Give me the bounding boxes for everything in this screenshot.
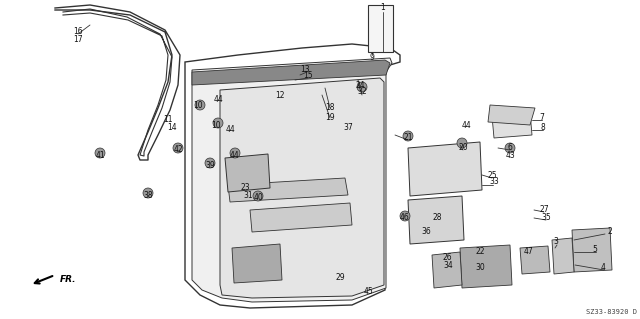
Polygon shape <box>520 246 550 274</box>
Text: 2: 2 <box>607 227 612 236</box>
Circle shape <box>143 188 153 198</box>
Text: 38: 38 <box>143 190 153 199</box>
Text: 16: 16 <box>73 27 83 36</box>
Text: 41: 41 <box>95 151 105 160</box>
Text: 10: 10 <box>193 101 203 110</box>
Circle shape <box>205 158 215 168</box>
Polygon shape <box>408 196 464 244</box>
Text: SZ33-83920 D: SZ33-83920 D <box>586 309 637 315</box>
Circle shape <box>173 143 183 153</box>
Text: 36: 36 <box>421 227 431 236</box>
Polygon shape <box>225 154 270 192</box>
Polygon shape <box>192 60 390 85</box>
Text: 1: 1 <box>381 4 385 12</box>
Circle shape <box>357 82 367 92</box>
Text: 3: 3 <box>554 238 559 247</box>
Text: 37: 37 <box>343 123 353 132</box>
Text: 43: 43 <box>505 151 515 160</box>
Polygon shape <box>220 78 384 298</box>
Polygon shape <box>250 203 352 232</box>
Text: 21: 21 <box>403 133 413 143</box>
Text: 17: 17 <box>73 35 83 44</box>
Text: 39: 39 <box>205 160 215 169</box>
Text: 23: 23 <box>240 183 250 192</box>
Circle shape <box>253 191 263 201</box>
Polygon shape <box>460 245 512 288</box>
Polygon shape <box>232 244 282 283</box>
Text: 29: 29 <box>335 273 345 283</box>
Text: 20: 20 <box>458 144 468 152</box>
Text: 18: 18 <box>325 103 335 113</box>
Text: 4: 4 <box>600 263 605 272</box>
Text: 31: 31 <box>243 191 253 201</box>
Text: 12: 12 <box>275 91 285 100</box>
Text: 40: 40 <box>253 194 263 203</box>
Text: 32: 32 <box>357 87 367 97</box>
Text: 5: 5 <box>593 246 597 255</box>
Text: 33: 33 <box>489 177 499 187</box>
Polygon shape <box>492 112 532 138</box>
Text: 13: 13 <box>300 65 310 75</box>
Text: 6: 6 <box>508 144 513 152</box>
Text: 19: 19 <box>325 114 335 122</box>
Text: 8: 8 <box>541 123 545 132</box>
Circle shape <box>95 148 105 158</box>
Text: 15: 15 <box>303 71 313 80</box>
Text: 11: 11 <box>163 115 173 124</box>
Text: 44: 44 <box>461 121 471 130</box>
Polygon shape <box>488 105 535 125</box>
Circle shape <box>213 118 223 128</box>
Polygon shape <box>432 252 462 288</box>
Text: 9: 9 <box>369 54 374 63</box>
Polygon shape <box>368 5 393 52</box>
Polygon shape <box>192 58 392 302</box>
Text: 24: 24 <box>355 80 365 90</box>
Polygon shape <box>228 178 348 202</box>
Text: 44: 44 <box>230 151 240 160</box>
Text: 28: 28 <box>432 213 442 222</box>
Circle shape <box>403 131 413 141</box>
Circle shape <box>230 148 240 158</box>
Text: 26: 26 <box>442 254 452 263</box>
Text: FR.: FR. <box>60 276 77 285</box>
Text: 34: 34 <box>443 261 453 270</box>
Text: 27: 27 <box>539 205 549 214</box>
Circle shape <box>195 100 205 110</box>
Text: 46: 46 <box>400 213 410 222</box>
Polygon shape <box>572 228 612 272</box>
Text: 44: 44 <box>225 125 235 135</box>
Circle shape <box>457 138 467 148</box>
Text: 45: 45 <box>363 287 373 296</box>
Text: 25: 25 <box>487 170 497 180</box>
Text: 42: 42 <box>173 145 183 154</box>
Text: 44: 44 <box>213 95 223 105</box>
Text: 47: 47 <box>523 248 533 256</box>
Text: 10: 10 <box>211 121 221 130</box>
Text: 30: 30 <box>475 263 485 272</box>
Circle shape <box>505 143 515 153</box>
Polygon shape <box>408 142 482 196</box>
Text: 35: 35 <box>541 213 551 222</box>
Text: 14: 14 <box>167 123 177 132</box>
Circle shape <box>400 211 410 221</box>
Text: 7: 7 <box>540 114 545 122</box>
Text: 22: 22 <box>476 248 484 256</box>
Polygon shape <box>552 238 574 274</box>
